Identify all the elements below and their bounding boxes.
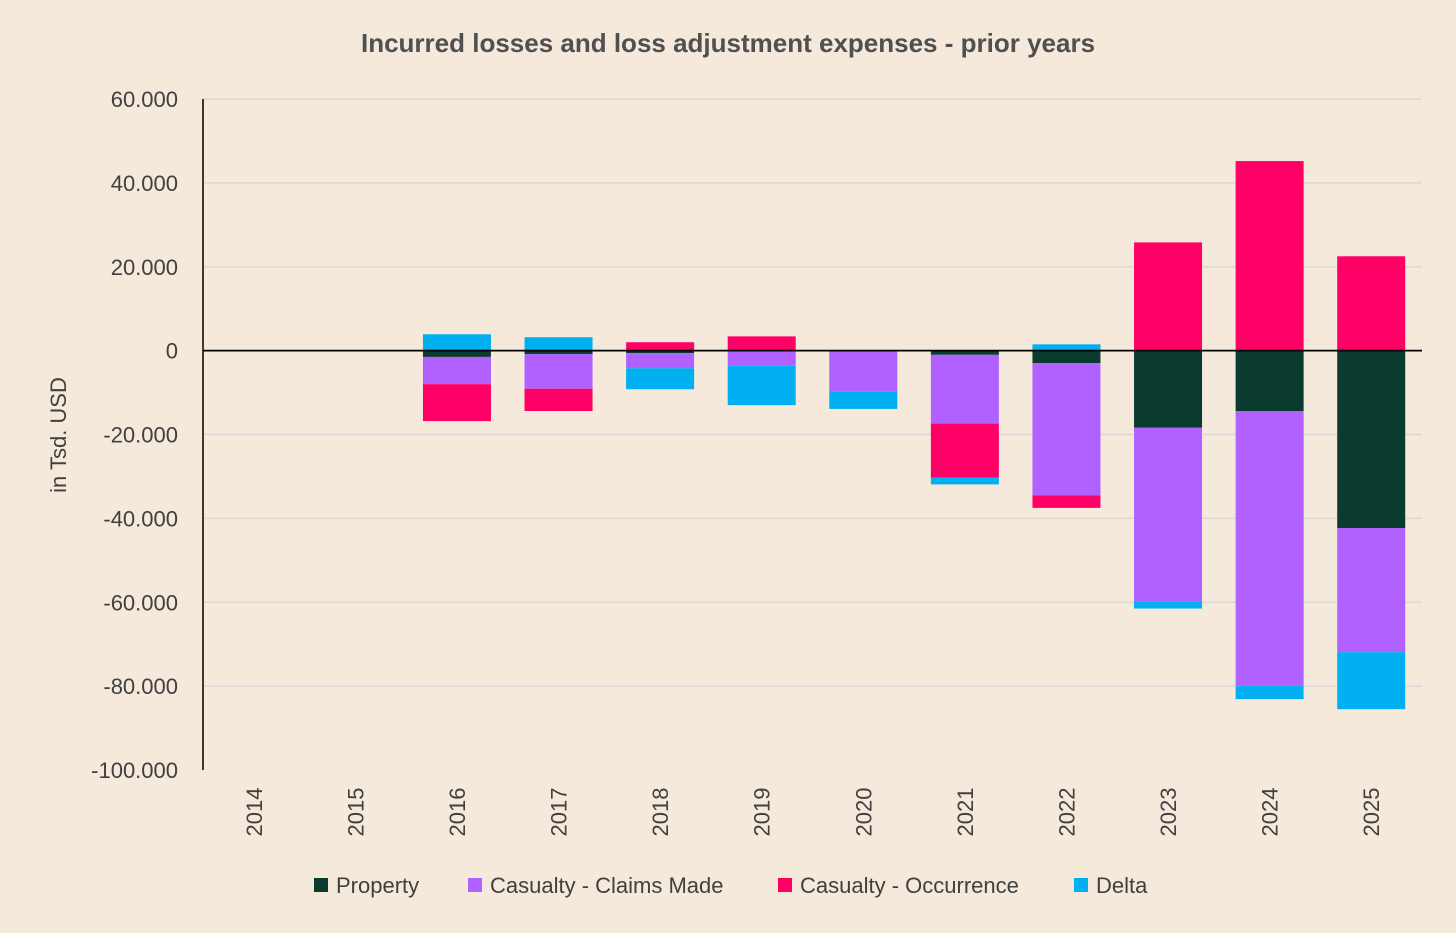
legend-item: Casualty - Claims Made	[468, 873, 724, 898]
bar-2021-casualty-occurrence	[930, 423, 999, 478]
bar-2018-casualty-claims-made	[626, 353, 695, 369]
legend-item: Property	[314, 873, 419, 898]
bar-2021-casualty-claims-made	[930, 354, 999, 424]
y-axis-label: in Tsd. USD	[46, 377, 71, 493]
bar-2020-casualty-claims-made	[829, 351, 898, 392]
legend-label: Property	[336, 873, 419, 898]
bar-2018-delta	[626, 368, 695, 390]
bar-2025-property	[1337, 350, 1406, 529]
x-tick-label: 2015	[343, 788, 368, 837]
legend-swatch	[468, 878, 482, 892]
bar-2016-casualty-claims-made	[422, 356, 491, 385]
legend-item: Delta	[1074, 873, 1148, 898]
bar-2021-delta	[930, 477, 999, 485]
x-tick-labels: 2014 2015 2016 2017 2018 2019 2020 2021 2022 2023…	[242, 788, 1384, 837]
x-tick-label: 2022	[1054, 788, 1079, 837]
legend-swatch	[778, 878, 792, 892]
legend-label: Delta	[1096, 873, 1148, 898]
bar-2016-property	[422, 350, 491, 357]
bar-2018-casualty-occurrence	[626, 342, 695, 351]
x-tick-label: 2021	[953, 788, 978, 837]
x-tick-label: 2016	[445, 788, 470, 837]
chart-title: Incurred losses and loss adjustment expe…	[361, 28, 1095, 58]
bar-2019-casualty-occurrence	[727, 336, 796, 351]
bar-2017-casualty-occurrence	[524, 388, 593, 412]
bar-2018-property	[626, 350, 695, 354]
bars	[422, 161, 1406, 710]
y-tick-label: -80.000	[103, 674, 178, 699]
bar-2024-casualty-claims-made	[1235, 411, 1304, 687]
bar-2016-delta	[422, 334, 491, 351]
x-tick-label: 2018	[648, 788, 673, 837]
bar-2019-casualty-claims-made	[727, 351, 796, 366]
x-tick-label: 2023	[1156, 788, 1181, 837]
bar-2021-property	[930, 350, 999, 355]
legend-label: Casualty - Occurrence	[800, 873, 1019, 898]
bar-2019-delta	[727, 365, 796, 406]
y-tick-label: -100.000	[91, 758, 178, 783]
y-tick-label: 40.000	[111, 171, 178, 196]
x-tick-label: 2025	[1359, 788, 1384, 837]
y-tick-label: -40.000	[103, 506, 178, 531]
legend-label: Casualty - Claims Made	[490, 873, 724, 898]
bar-2016-casualty-occurrence	[422, 384, 491, 422]
y-tick-label: 60.000	[111, 87, 178, 112]
bar-2017-casualty-claims-made	[524, 353, 593, 389]
y-tick-label: 20.000	[111, 255, 178, 280]
y-tick-label: -20.000	[103, 423, 178, 448]
bar-2023-casualty-claims-made	[1134, 427, 1203, 602]
x-tick-label: 2017	[547, 788, 572, 837]
bar-2025-casualty-claims-made	[1337, 528, 1406, 653]
y-tick-label: 0	[166, 339, 178, 364]
x-tick-label: 2020	[851, 788, 876, 837]
y-tick-label: -60.000	[103, 590, 178, 615]
bar-2017-property	[524, 350, 593, 354]
bar-2023-property	[1134, 350, 1203, 428]
bar-2022-property	[1032, 350, 1101, 364]
bar-2025-casualty-occurrence	[1337, 256, 1406, 351]
bar-2020-delta	[829, 391, 898, 409]
legend: Property Casualty - Claims Made Casualty -…	[314, 873, 1148, 898]
y-tick-labels: 60.000 40.000 20.000 0 -20.000 -40.000 -60.000…	[91, 87, 178, 783]
x-tick-label: 2024	[1258, 788, 1283, 837]
bar-2022-casualty-claims-made	[1032, 363, 1101, 496]
legend-item: Casualty - Occurrence	[778, 873, 1019, 898]
bar-2024-delta	[1235, 686, 1304, 700]
x-tick-label: 2014	[242, 788, 267, 837]
bar-2023-casualty-occurrence	[1134, 242, 1203, 351]
bar-2022-casualty-occurrence	[1032, 495, 1101, 508]
bar-2023-delta	[1134, 601, 1203, 609]
legend-swatch	[1074, 878, 1088, 892]
bar-2022-delta	[1032, 344, 1101, 351]
legend-swatch	[314, 878, 328, 892]
bar-2025-delta	[1337, 652, 1406, 710]
bar-2024-casualty-occurrence	[1235, 161, 1304, 351]
x-tick-label: 2019	[750, 788, 775, 837]
bar-2017-delta	[524, 337, 593, 351]
bar-2024-property	[1235, 350, 1304, 412]
